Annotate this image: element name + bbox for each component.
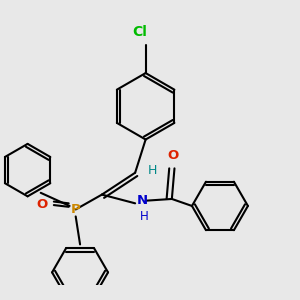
Text: O: O	[167, 149, 178, 162]
Text: Cl: Cl	[132, 25, 147, 39]
Text: H: H	[147, 164, 157, 177]
Text: N: N	[137, 194, 148, 207]
Text: P: P	[71, 203, 81, 216]
Text: H: H	[140, 210, 148, 223]
Text: O: O	[37, 198, 48, 211]
